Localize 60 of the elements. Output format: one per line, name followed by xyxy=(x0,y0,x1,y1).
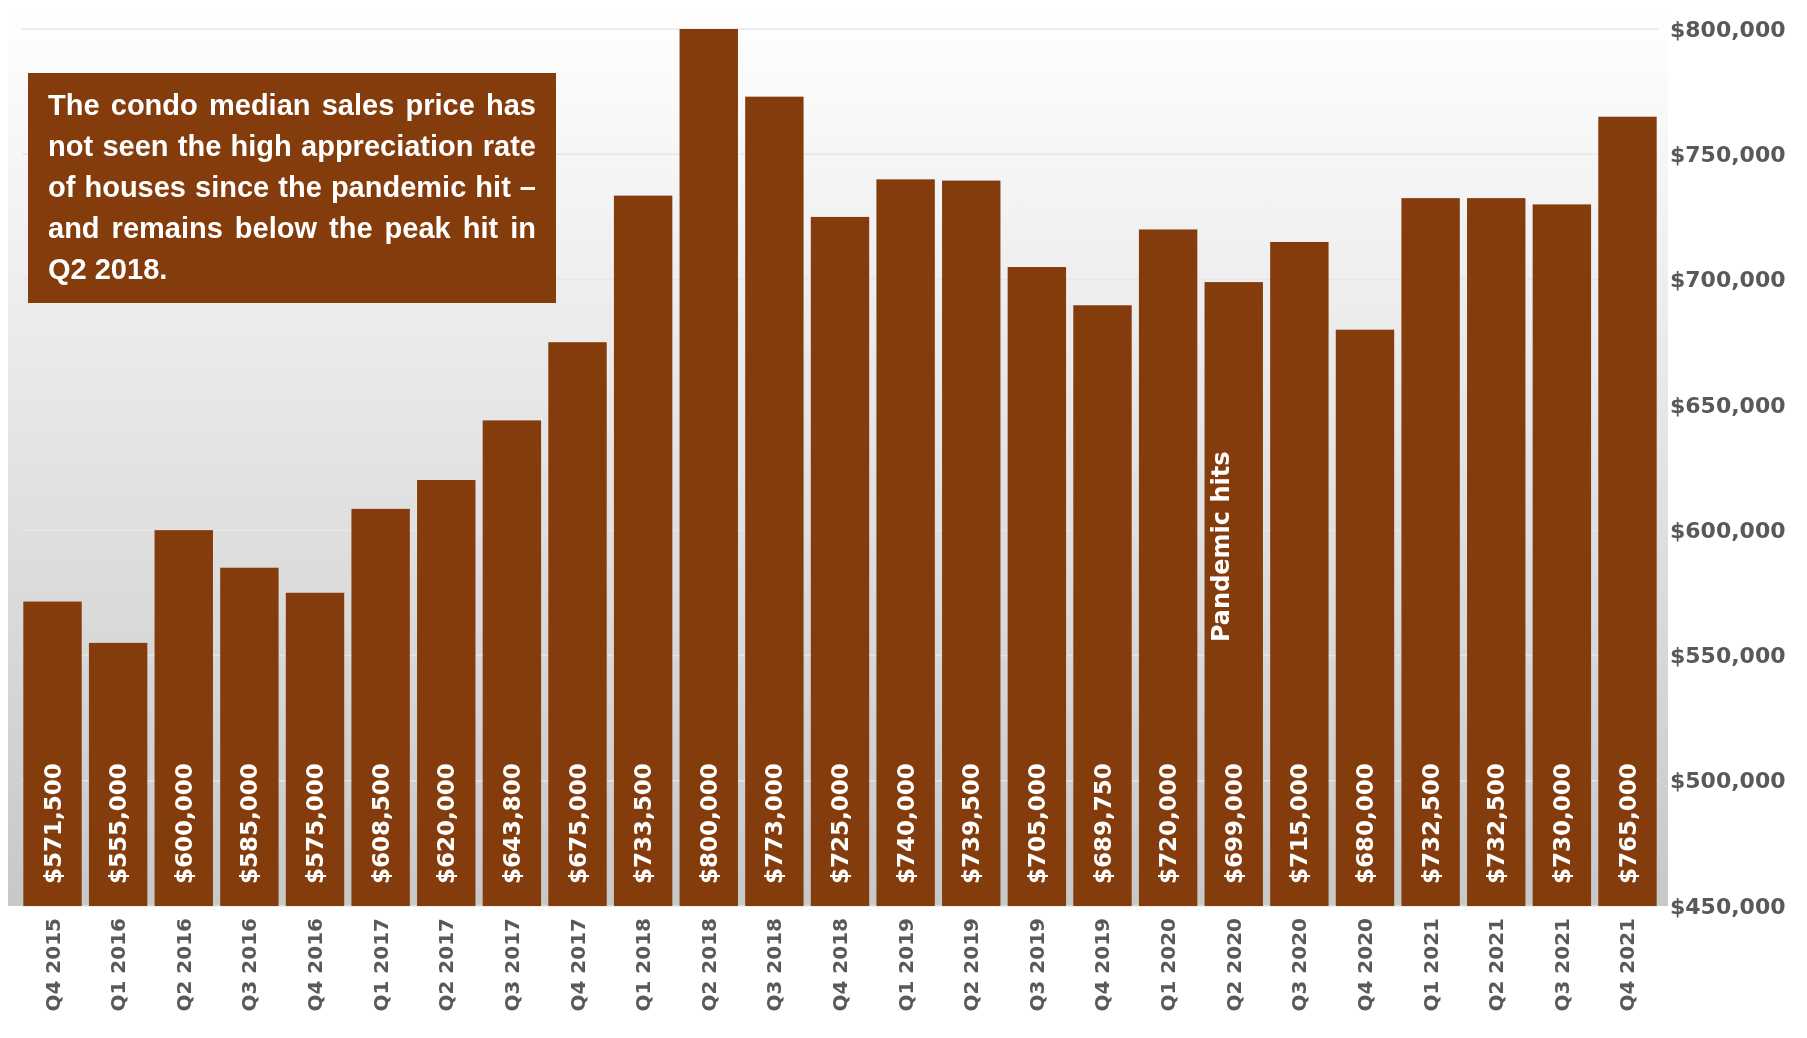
x-tick-label: Q4 2021 xyxy=(1615,918,1640,1012)
x-tick-label: Q4 2019 xyxy=(1090,918,1115,1012)
x-tick-label: Q3 2021 xyxy=(1549,918,1574,1012)
x-tick-label: Q2 2018 xyxy=(696,918,721,1012)
data-label: $740,000 xyxy=(892,763,919,884)
x-tick-label: Q2 2020 xyxy=(1221,918,1246,1012)
x-tick-label: Q2 2017 xyxy=(434,918,459,1012)
data-label: $725,000 xyxy=(827,763,854,884)
x-tick-label: Q1 2016 xyxy=(106,918,131,1012)
data-label: $675,000 xyxy=(564,763,591,884)
y-tick-label: $600,000 xyxy=(1670,517,1786,543)
x-tick-label: Q3 2020 xyxy=(1287,918,1312,1012)
y-tick-label: $450,000 xyxy=(1670,893,1786,919)
data-label: $555,000 xyxy=(105,763,132,884)
data-label: $765,000 xyxy=(1614,763,1641,884)
data-label: $733,500 xyxy=(630,763,657,884)
y-tick-label: $500,000 xyxy=(1670,768,1786,794)
data-label: $571,500 xyxy=(39,763,66,884)
data-label: $699,000 xyxy=(1220,763,1247,884)
data-label: $680,000 xyxy=(1352,763,1379,884)
data-label: $720,000 xyxy=(1155,763,1182,884)
x-tick-label: Q1 2019 xyxy=(893,918,918,1012)
data-label: $800,000 xyxy=(695,763,722,884)
annotation: Pandemic hits xyxy=(1206,451,1235,643)
data-label: $730,000 xyxy=(1548,763,1575,884)
data-label: $739,500 xyxy=(958,763,985,884)
data-label: $732,500 xyxy=(1483,763,1510,884)
y-tick-label: $700,000 xyxy=(1670,267,1786,293)
data-label: $600,000 xyxy=(170,763,197,884)
data-label: $689,750 xyxy=(1089,763,1116,884)
x-tick-label: Q3 2019 xyxy=(1024,918,1049,1012)
x-tick-label: Q3 2016 xyxy=(237,918,262,1012)
x-tick-label: Q4 2017 xyxy=(565,918,590,1012)
x-tick-label: Q2 2019 xyxy=(959,918,984,1012)
data-label: $705,000 xyxy=(1023,763,1050,884)
x-tick-label: Q2 2021 xyxy=(1484,918,1509,1012)
annotation: The condo median sales price has not seen the high appreciation rate of houses since the pandemic hit – and remains below the peak hit in Q2 2018. xyxy=(28,73,556,303)
x-tick-label: Q3 2018 xyxy=(762,918,787,1012)
x-tick-label: Q1 2021 xyxy=(1418,918,1443,1012)
data-label: $585,000 xyxy=(236,763,263,884)
x-tick-label: Q1 2017 xyxy=(368,918,393,1012)
data-label: $732,500 xyxy=(1417,763,1444,884)
data-label: $773,000 xyxy=(761,763,788,884)
y-tick-label: $750,000 xyxy=(1670,141,1786,167)
data-label: $575,000 xyxy=(302,763,329,884)
y-tick-label: $550,000 xyxy=(1670,643,1786,669)
y-tick-label: $650,000 xyxy=(1670,392,1786,418)
x-tick-label: Q4 2016 xyxy=(303,918,328,1012)
x-tick-label: Q4 2018 xyxy=(828,918,852,1012)
x-tick-label: Q4 2015 xyxy=(40,918,65,1012)
x-tick-label: Q4 2020 xyxy=(1352,918,1377,1012)
data-label: $715,000 xyxy=(1286,763,1313,884)
x-tick-label: Q2 2016 xyxy=(171,918,196,1012)
data-label: $620,000 xyxy=(433,763,460,884)
x-tick-label: Q1 2018 xyxy=(631,918,656,1012)
x-tick-label: Q1 2020 xyxy=(1156,918,1181,1012)
data-label: $643,800 xyxy=(498,763,525,884)
data-label: $608,500 xyxy=(367,763,394,884)
x-tick-label: Q3 2017 xyxy=(499,918,524,1012)
y-tick-label: $800,000 xyxy=(1670,16,1786,42)
